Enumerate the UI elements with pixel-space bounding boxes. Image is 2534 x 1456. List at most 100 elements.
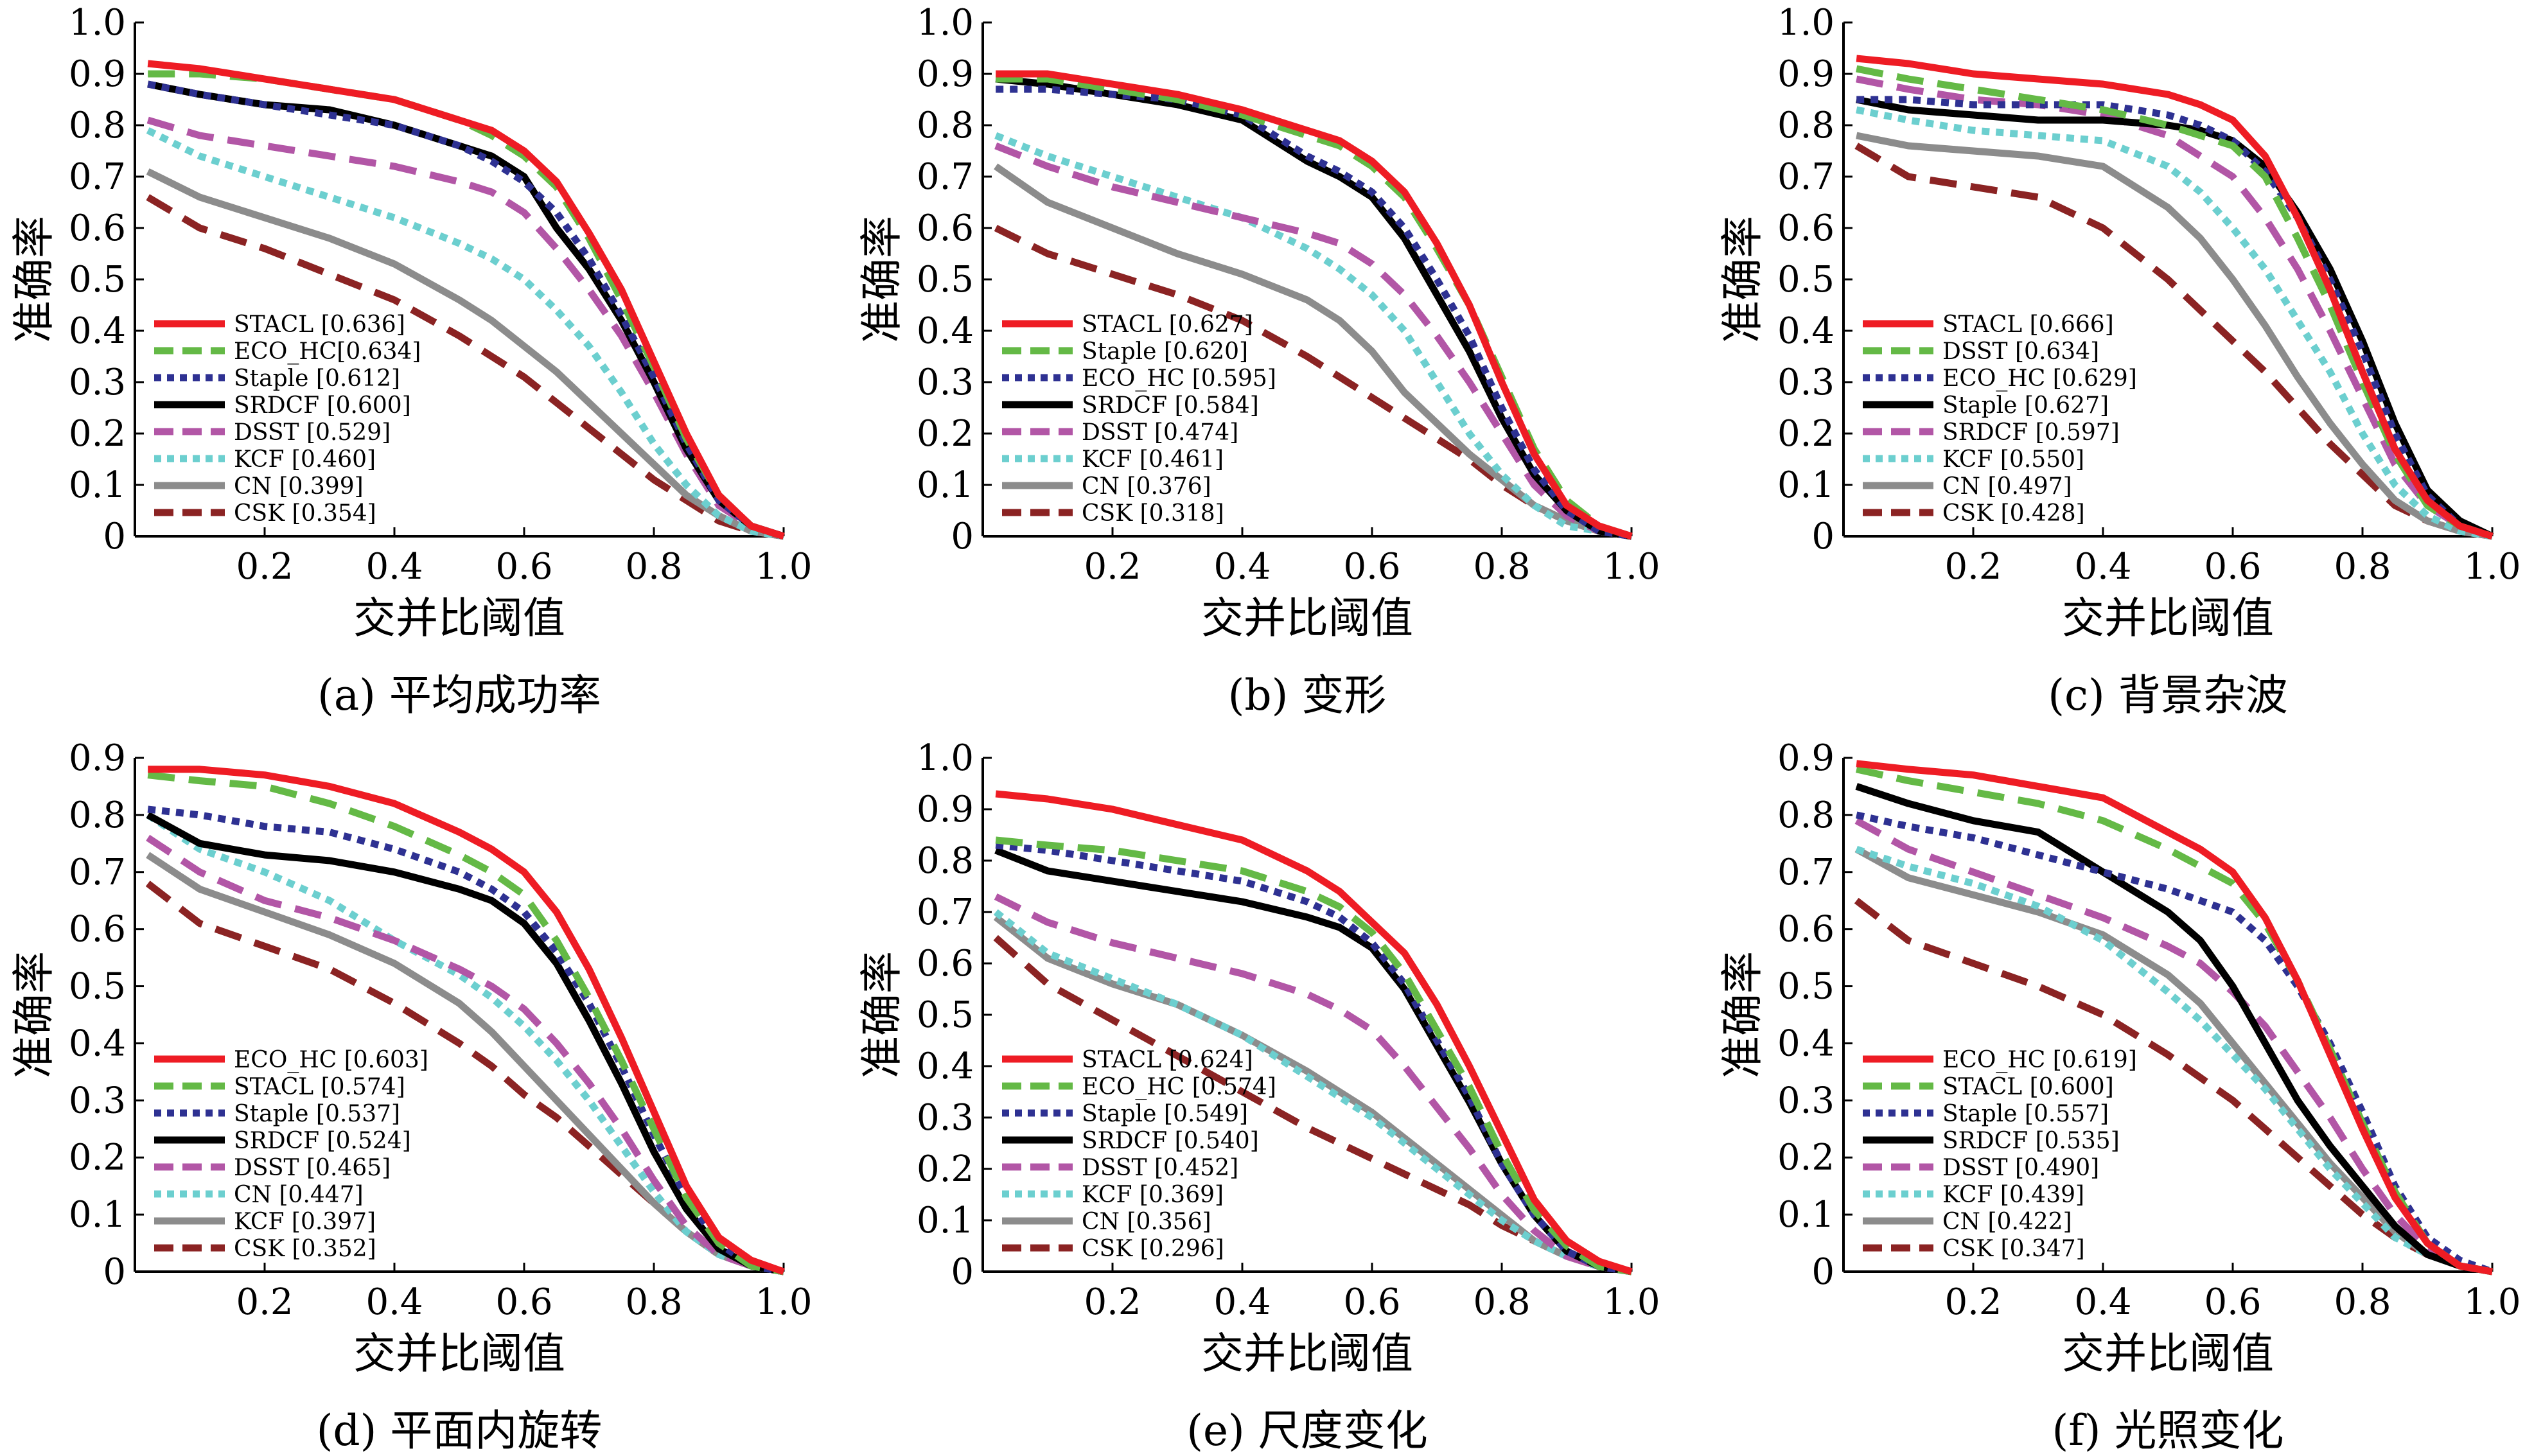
legend-label: DSST [0.634] bbox=[1942, 338, 2099, 365]
x-tick-label: 0.4 bbox=[365, 1281, 423, 1323]
legend-label: SRDCF [0.600] bbox=[234, 392, 411, 419]
series-group bbox=[994, 70, 1633, 540]
y-tick-label: 0.4 bbox=[69, 1022, 126, 1064]
chart-panel-2: 0 0.1 0.2 0.3 0.4 0.5 0.6 0.7 0.8 0.9 1.0 0.2 0.4 0.6… bbox=[857, 2, 1660, 720]
y-tick-label: 0.7 bbox=[1777, 852, 1835, 893]
series-line-6 bbox=[993, 909, 1632, 1276]
y-tick-label: 0.6 bbox=[69, 207, 126, 249]
legend-label: KCF [0.369] bbox=[1082, 1182, 1224, 1208]
y-tick-label: 0.1 bbox=[1777, 1194, 1835, 1236]
series-line-1 bbox=[996, 70, 1633, 540]
legend-label: STACL [0.666] bbox=[1942, 311, 2114, 338]
y-tick-label: 0.9 bbox=[69, 737, 126, 779]
y-tick-label: 0.3 bbox=[917, 1097, 974, 1139]
y-axis-title: 准确率 bbox=[1718, 216, 1767, 343]
legend: STACL [0.666]DSST [0.634]ECO_HC [0.629] S… bbox=[1863, 311, 2137, 527]
panel-caption: (e) 尺度变化 bbox=[1186, 1406, 1428, 1455]
legend-label: DSST [0.529] bbox=[234, 419, 391, 446]
y-tick-label: 0 bbox=[103, 516, 126, 557]
x-tick-label: 0.6 bbox=[2204, 546, 2261, 588]
series-line-8 bbox=[1854, 143, 2493, 540]
y-tick-label: 0.5 bbox=[917, 994, 974, 1036]
panel-caption: (b) 变形 bbox=[1228, 671, 1387, 720]
y-tick-label: 0 bbox=[951, 1251, 974, 1293]
chart-panel-1: 0 0.1 0.2 0.3 0.4 0.5 0.6 0.7 0.8 0.9 1.0 0.2 0.4 0.6… bbox=[9, 2, 813, 720]
y-tick-label: 0 bbox=[103, 1251, 126, 1293]
y-tick-label: 0.8 bbox=[1777, 105, 1835, 146]
panel-caption: (d) 平面内旋转 bbox=[317, 1406, 603, 1455]
legend-label: DSST [0.452] bbox=[1082, 1155, 1238, 1181]
y-tick-label: 0.5 bbox=[69, 259, 126, 301]
x-tick-label: 0.8 bbox=[1473, 546, 1530, 588]
legend-label: STACL [0.574] bbox=[234, 1074, 405, 1100]
x-tick-label: 0.2 bbox=[236, 1281, 293, 1323]
legend-label: Staple [0.620] bbox=[1082, 338, 1248, 365]
series-line-1 bbox=[1856, 55, 2494, 540]
legend-label: ECO_HC [0.619] bbox=[1942, 1047, 2137, 1073]
legend-label: ECO_HC [0.629] bbox=[1942, 365, 2137, 392]
y-tick-label: 0.1 bbox=[917, 464, 974, 506]
y-tick-label: 1.0 bbox=[69, 2, 126, 44]
legend-label: ECO_HC[0.634] bbox=[234, 338, 421, 365]
y-tick-label: 0.4 bbox=[69, 310, 126, 352]
x-tick-label: 1.0 bbox=[1603, 546, 1660, 588]
legend-label: KCF [0.460] bbox=[234, 446, 376, 473]
legend: STACL [0.627]Staple [0.620]ECO_HC [0.595… bbox=[1002, 311, 1276, 527]
series-group bbox=[993, 790, 1633, 1276]
y-tick-label: 0.3 bbox=[69, 1080, 126, 1121]
x-tick-label: 0.2 bbox=[1084, 546, 1141, 588]
y-tick-label: 0.3 bbox=[69, 362, 126, 403]
y-tick-label: 0.4 bbox=[917, 1046, 974, 1087]
y-tick-label: 0.9 bbox=[69, 53, 126, 95]
legend-label: DSST [0.474] bbox=[1082, 419, 1238, 446]
y-tick-label: 0.9 bbox=[1777, 53, 1835, 95]
y-tick-label: 1.0 bbox=[917, 2, 974, 44]
legend-label: CN [0.356] bbox=[1082, 1209, 1211, 1235]
y-tick-label: 0.5 bbox=[917, 259, 974, 301]
legend-label: DSST [0.490] bbox=[1942, 1155, 2099, 1181]
x-tick-label: 0.4 bbox=[2074, 546, 2131, 588]
series-line-5 bbox=[994, 893, 1632, 1276]
chart-panel-3: 0 0.1 0.2 0.3 0.4 0.5 0.6 0.7 0.8 0.9 1.0 0.2 0.4 0.6… bbox=[1718, 2, 2521, 720]
series-line-3 bbox=[996, 85, 1632, 540]
legend-label: ECO_HC [0.603] bbox=[234, 1047, 428, 1073]
series-line-2 bbox=[995, 836, 1632, 1276]
x-tick-label: 0.2 bbox=[1944, 546, 2002, 588]
chart-panel-4: 0 0.1 0.2 0.3 0.4 0.5 0.6 0.7 0.8 0.9 0.2 0.4 0.6 0.8… bbox=[9, 737, 813, 1455]
y-tick-label: 0 bbox=[951, 516, 974, 557]
legend-label: CSK [0.352] bbox=[234, 1236, 376, 1262]
y-tick-label: 0.9 bbox=[917, 53, 974, 95]
legend-label: CSK [0.347] bbox=[1942, 1236, 2085, 1262]
series-line-6 bbox=[994, 132, 1632, 540]
x-tick-label: 0.8 bbox=[1473, 1281, 1530, 1323]
x-tick-label: 1.0 bbox=[2463, 1281, 2521, 1323]
series-line-1 bbox=[148, 766, 785, 1276]
legend-label: STACL [0.600] bbox=[1942, 1074, 2114, 1100]
y-tick-label: 0.4 bbox=[917, 310, 974, 352]
y-tick-label: 1.0 bbox=[1777, 2, 1835, 44]
y-tick-label: 0.2 bbox=[1777, 1137, 1835, 1179]
x-tick-label: 0.8 bbox=[625, 1281, 682, 1323]
y-tick-label: 0.7 bbox=[69, 156, 126, 198]
x-tick-label: 0.6 bbox=[2204, 1281, 2261, 1323]
legend-label: CN [0.399] bbox=[234, 473, 364, 500]
series-line-2 bbox=[1856, 766, 2493, 1276]
legend-label: SRDCF [0.597] bbox=[1942, 419, 2120, 446]
y-axis-title: 准确率 bbox=[9, 216, 58, 343]
legend-label: CSK [0.428] bbox=[1942, 500, 2085, 527]
y-tick-label: 0.7 bbox=[69, 852, 126, 893]
x-tick-label: 0.4 bbox=[1213, 546, 1271, 588]
legend-label: KCF [0.550] bbox=[1942, 446, 2084, 473]
legend-label: STACL [0.624] bbox=[1082, 1047, 1253, 1073]
legend-label: CSK [0.354] bbox=[234, 500, 376, 527]
y-tick-label: 0.7 bbox=[1777, 156, 1835, 198]
chart-panel-6: 0 0.1 0.2 0.3 0.4 0.5 0.6 0.7 0.8 0.9 0.2 0.4 0.6 0.8… bbox=[1718, 737, 2521, 1455]
legend-label: CN [0.422] bbox=[1942, 1209, 2072, 1235]
x-tick-label: 0.8 bbox=[2334, 1281, 2391, 1323]
legend-label: SRDCF [0.535] bbox=[1942, 1128, 2120, 1154]
legend-label: Staple [0.612] bbox=[234, 365, 400, 392]
y-tick-label: 0.6 bbox=[917, 207, 974, 249]
chart-panel-5: 0 0.1 0.2 0.3 0.4 0.5 0.6 0.7 0.8 0.9 1.0 0.2 0.4 0.6… bbox=[857, 737, 1660, 1455]
legend-label: Staple [0.537] bbox=[234, 1101, 400, 1127]
y-tick-label: 0.8 bbox=[69, 105, 126, 146]
